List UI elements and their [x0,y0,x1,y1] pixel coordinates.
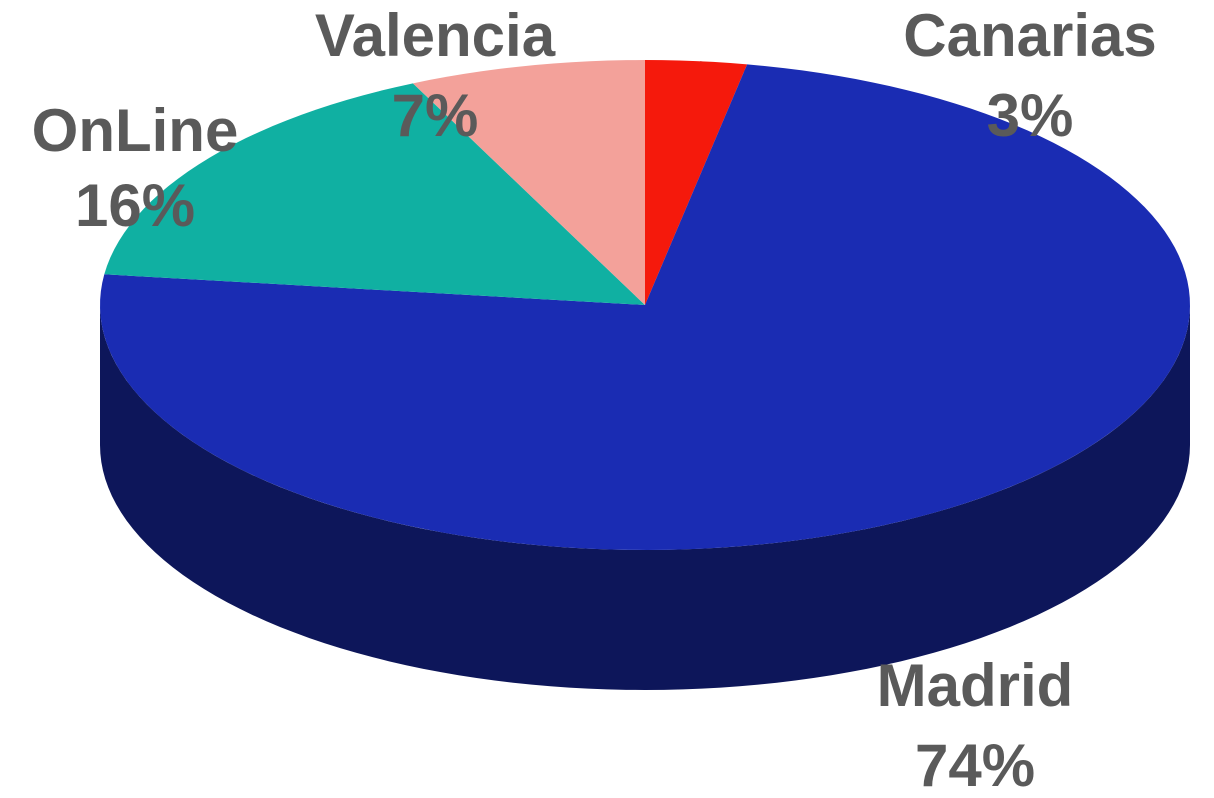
slice-label: Madrid [877,652,1074,719]
slice-value-label: 7% [392,82,479,149]
slice-value-label: 74% [915,732,1035,798]
pie-slice-side [100,305,1190,690]
pie-slice [645,60,748,305]
slice-label: OnLine [32,97,239,164]
pie-slice [100,64,1190,550]
slice-label: Canarias [903,2,1156,69]
pie-top [100,60,1190,550]
pie-slice [412,60,645,305]
pie-sides [100,305,1190,690]
slice-value-label: 16% [75,172,195,239]
slice-value-label: 3% [987,82,1074,149]
pie-slice [104,83,645,305]
labels: Canarias 3% Madrid 74% OnLine 16% Valencia 7% [32,2,1157,798]
slice-label: Valencia [315,2,556,69]
